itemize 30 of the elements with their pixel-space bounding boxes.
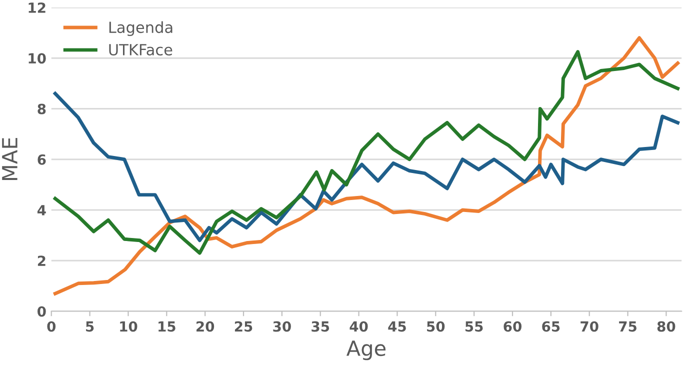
x-axis-title: Age	[346, 340, 386, 360]
legend-label: Lagenda	[109, 21, 172, 36]
y-tick-label: 0	[38, 306, 46, 317]
x-tick-label: 20	[196, 321, 214, 332]
x-tick-label: 10	[120, 321, 138, 332]
legend-label: UTKFace	[109, 44, 172, 56]
x-tick-label: 0	[47, 321, 56, 332]
x-tick-label: 5	[86, 321, 94, 332]
y-tick-label: 2	[38, 256, 46, 266]
x-tick-label: 15	[158, 321, 176, 332]
y-tick-label: 12	[28, 2, 46, 13]
y-tick-label: 10	[28, 53, 46, 64]
x-tick-label: 35	[312, 321, 330, 332]
y-tick-label: 8	[38, 104, 46, 114]
y-tick-label: 4	[37, 205, 46, 216]
y-axis-title: MAE	[2, 138, 18, 180]
line-series	[53, 36, 680, 296]
x-tick-label: 30	[273, 321, 291, 332]
x-tick-label: 80	[657, 321, 676, 332]
x-tick-label: 25	[234, 321, 252, 332]
x-tick-label: 65	[542, 321, 560, 332]
x-tick-label: 45	[388, 321, 406, 332]
line-series	[53, 92, 680, 242]
x-tick-label: 75	[619, 321, 636, 332]
x-tick-label: 55	[465, 321, 483, 332]
y-tick-label: 6	[38, 154, 46, 165]
x-tick-label: 40	[350, 321, 368, 332]
x-tick-label: 60	[504, 321, 522, 332]
x-tick-label: 50	[427, 321, 445, 332]
x-tick-label: 70	[580, 321, 598, 332]
